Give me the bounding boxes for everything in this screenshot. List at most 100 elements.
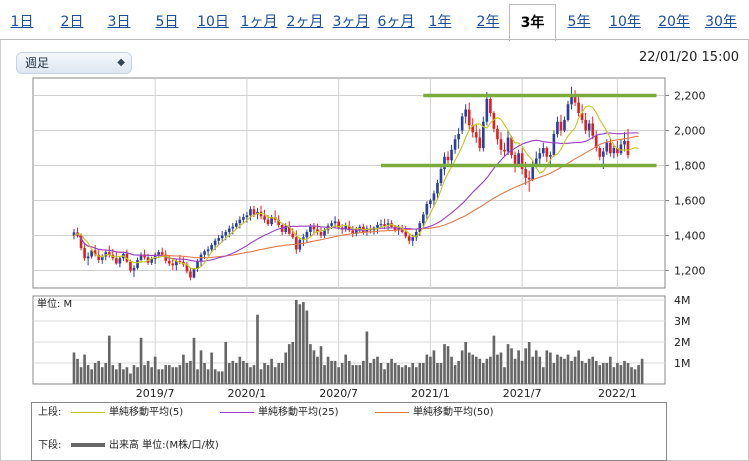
tab-1ヶ月[interactable]: 1ヶ月 xyxy=(240,14,278,30)
volume-bar xyxy=(376,356,379,384)
legend-upper-row: 上段: xyxy=(38,406,61,420)
volume-bar xyxy=(125,367,129,384)
candle-body xyxy=(386,223,390,226)
candle-body xyxy=(616,148,619,154)
candle-body xyxy=(549,155,552,157)
volume-bar xyxy=(633,369,637,384)
tab-1年[interactable]: 1年 xyxy=(428,14,452,30)
candle-body xyxy=(79,235,83,249)
candle-body xyxy=(609,142,612,154)
volume-y-tick-label: 2M xyxy=(674,336,691,349)
volume-bar xyxy=(83,354,86,384)
volume-y-tick-label: 3M xyxy=(674,315,691,328)
candle-body xyxy=(467,109,471,126)
candle-body xyxy=(192,268,196,278)
volume-bar xyxy=(524,348,527,384)
candle-body xyxy=(397,227,400,231)
tab-6ヶ月[interactable]: 6ヶ月 xyxy=(377,14,415,30)
candle-body xyxy=(252,209,256,215)
candle-body xyxy=(453,139,457,150)
tab-5日[interactable]: 5日 xyxy=(155,14,179,30)
candle-body xyxy=(351,230,355,234)
legend-volume-swatch xyxy=(71,443,105,447)
candle-body xyxy=(354,229,358,234)
volume-bar xyxy=(527,342,531,384)
legend-ma25: 単純移動平均(25) xyxy=(220,406,339,420)
volume-bar xyxy=(203,363,206,384)
volume-bar xyxy=(280,363,284,384)
volume-bar xyxy=(510,348,513,384)
candle-body xyxy=(379,224,383,226)
volume-bar xyxy=(443,344,446,384)
volume-bar xyxy=(605,363,609,384)
candle-body xyxy=(524,169,527,178)
volume-bar xyxy=(196,369,199,384)
volume-bar xyxy=(146,360,150,384)
candle-body xyxy=(499,139,503,150)
candle-body xyxy=(552,134,556,155)
volume-bar xyxy=(362,360,365,384)
candle-body xyxy=(178,260,182,262)
tab-2ヶ月[interactable]: 2ヶ月 xyxy=(286,14,324,30)
volume-bar xyxy=(354,365,358,384)
volume-bar xyxy=(372,358,376,384)
tab-5年[interactable]: 5年 xyxy=(567,14,591,30)
volume-bar xyxy=(365,331,369,384)
volume-bar xyxy=(545,350,549,384)
legend-ma5-label: 単純移動平均(5) xyxy=(109,407,184,418)
volume-bar xyxy=(266,365,270,384)
legend-ma5-swatch xyxy=(71,411,105,413)
volume-bar xyxy=(206,369,210,384)
candle-body xyxy=(157,252,161,255)
volume-bar xyxy=(217,371,220,384)
tab-2日[interactable]: 2日 xyxy=(60,14,84,30)
tab-3日[interactable]: 3日 xyxy=(107,14,131,30)
candle-body xyxy=(100,256,104,260)
volume-bar xyxy=(213,369,217,384)
candle-body xyxy=(316,229,319,232)
volume-bar xyxy=(227,363,231,384)
volume-bar xyxy=(252,365,256,384)
tab-10日[interactable]: 10日 xyxy=(197,14,229,30)
price-y-tick-label: 1,800 xyxy=(674,160,706,173)
candle-body xyxy=(323,230,326,236)
tab-3年[interactable]: 3年 xyxy=(509,4,556,41)
volume-bar xyxy=(231,360,235,384)
volume-bar xyxy=(436,363,439,384)
candle-body xyxy=(224,232,228,236)
candle-body xyxy=(196,260,199,269)
candle-body xyxy=(517,153,520,166)
candle-body xyxy=(220,235,224,239)
volume-bar xyxy=(464,342,468,384)
volume-bar xyxy=(93,363,97,384)
tab-1日[interactable]: 1日 xyxy=(10,14,34,30)
tab-30年[interactable]: 30年 xyxy=(705,14,737,30)
candle-body xyxy=(584,120,587,131)
volume-bar xyxy=(457,360,460,384)
tab-10年[interactable]: 10年 xyxy=(609,14,641,30)
period-select[interactable]: 週足 ◆ xyxy=(16,52,132,74)
volume-bar xyxy=(284,352,288,384)
legend-ma25-swatch xyxy=(220,411,254,413)
candle-body xyxy=(330,223,333,226)
volume-bar xyxy=(499,352,503,384)
x-tick-label: 2021/1 xyxy=(411,387,450,400)
candle-body xyxy=(422,214,425,224)
candle-body xyxy=(118,258,122,264)
volume-bar xyxy=(616,363,619,384)
volume-bar xyxy=(150,367,153,384)
candle-body xyxy=(594,135,598,148)
candle-body xyxy=(478,137,482,148)
legend-ma5: 単純移動平均(5) xyxy=(71,406,183,420)
volume-bar xyxy=(129,373,132,384)
volume-bar xyxy=(559,356,563,384)
candle-body xyxy=(414,232,418,238)
volume-bar xyxy=(273,367,277,384)
volume-unit-label: 単位: M xyxy=(37,297,72,310)
tab-3ヶ月[interactable]: 3ヶ月 xyxy=(332,14,370,30)
tab-2年[interactable]: 2年 xyxy=(476,14,500,30)
volume-bar xyxy=(429,356,432,384)
tab-20年[interactable]: 20年 xyxy=(658,14,690,30)
candle-body xyxy=(538,153,542,159)
volume-bar xyxy=(118,363,122,384)
